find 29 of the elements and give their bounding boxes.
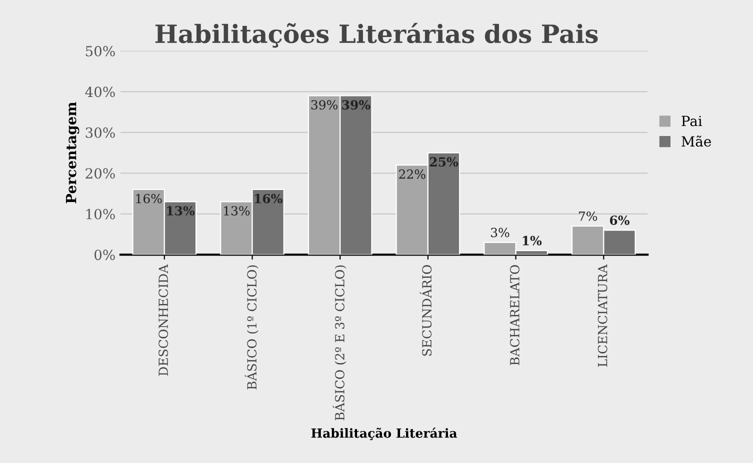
data-label: 25% (430, 157, 458, 167)
data-label: 13% (167, 206, 195, 216)
y-tick-label: 10% (86, 208, 115, 220)
data-label: 1% (522, 236, 542, 246)
x-tick-label: LICENCIATURA (598, 264, 608, 367)
data-label: 22% (399, 169, 426, 179)
data-label: 6% (610, 216, 630, 226)
y-tick-label: 0% (94, 250, 115, 260)
data-label: 7% (578, 211, 598, 221)
chart-title: Habilitações Literárias dos Pais (155, 22, 598, 48)
y-tick-label: 30% (86, 127, 115, 138)
x-tick-label: BACHARELATO (510, 265, 520, 366)
y-tick-label: 40% (85, 86, 115, 98)
data-label: 16% (254, 194, 282, 204)
data-label: 16% (136, 194, 162, 204)
x-tick-label: BÁSICO (2º E 3º CICLO) (332, 265, 346, 420)
data-label: 13% (224, 206, 250, 216)
x-axis-title: Habilitação Literária (311, 428, 458, 440)
data-label: 3% (491, 228, 510, 238)
legend-label: Pai (682, 116, 702, 126)
data-label: 39% (342, 100, 370, 110)
y-tick-label: 20% (86, 168, 115, 179)
data-label: 39% (311, 100, 338, 110)
y-axis-title: Percentagem (66, 102, 80, 204)
y-tick-label: 50% (86, 46, 115, 56)
x-tick-label: SECUNDÁRIO (420, 265, 432, 356)
x-tick-label: BÁSICO (1º CICLO) (244, 265, 258, 390)
legend-label: Mãe (682, 136, 711, 147)
x-tick-label: DESCONHECIDA (158, 264, 168, 376)
